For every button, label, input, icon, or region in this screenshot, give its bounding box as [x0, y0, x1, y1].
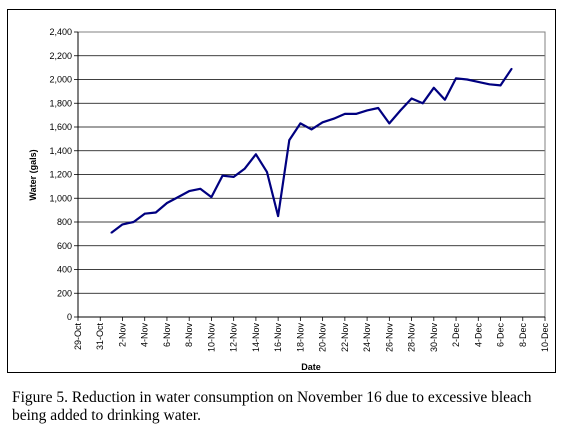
y-tick-label: 1,400 [49, 146, 72, 156]
data-point [399, 109, 402, 112]
data-point [277, 215, 280, 217]
x-tick-label: 30-Nov [429, 323, 439, 353]
data-point [355, 113, 357, 115]
data-point [321, 121, 324, 124]
data-point [366, 109, 368, 112]
x-tick-label: 10-Dec [540, 323, 550, 353]
data-point [299, 122, 302, 125]
data-point [221, 174, 224, 177]
x-tick-label: 14-Nov [251, 323, 261, 353]
x-tick-label: 8-Dec [518, 323, 528, 348]
water-consumption-chart: 0 200 400 600 800 1,000 1,200 1,400 1,600 1,800 2,… [28, 27, 550, 372]
x-tick-label: 6-Nov [162, 323, 172, 348]
y-tick-label: 400 [57, 265, 72, 275]
series-layer [110, 67, 513, 234]
data-point [477, 80, 480, 83]
data-point [421, 102, 424, 105]
data-point [332, 117, 335, 120]
data-point [388, 122, 391, 125]
data-point [121, 223, 124, 226]
data-point [110, 231, 113, 234]
data-point [432, 86, 435, 89]
y-tick-label: 2,000 [49, 75, 72, 85]
data-point [232, 175, 235, 178]
data-point [455, 77, 457, 80]
y-tick-label: 200 [57, 288, 72, 298]
data-point [154, 211, 157, 214]
data-point [177, 196, 179, 198]
gridlines [78, 31, 545, 318]
data-point [243, 167, 246, 170]
data-point [510, 67, 513, 70]
y-tick-label: 800 [57, 217, 72, 227]
data-point [310, 128, 313, 131]
tick-labels: 0 200 400 600 800 1,000 1,200 1,400 1,600 1,800 2,… [49, 27, 550, 352]
data-point [288, 139, 291, 141]
x-tick-label: 12-Nov [229, 323, 239, 353]
x-tick-label: 2-Nov [117, 323, 127, 348]
x-axis-title: Date [301, 362, 321, 372]
x-tick-label: 6-Dec [496, 323, 506, 348]
y-tick-label: 600 [57, 241, 72, 251]
data-point [166, 202, 168, 204]
figure-caption: Figure 5. Reduction in water consumption… [12, 389, 532, 424]
x-tick-label: 24-Nov [362, 323, 372, 353]
x-tick-label: 4-Dec [473, 323, 483, 348]
x-tick-label: 18-Nov [295, 323, 305, 353]
data-point [266, 171, 268, 174]
x-tick-label: 31-Oct [95, 323, 105, 351]
data-point [377, 107, 380, 109]
data-point [199, 187, 202, 190]
x-tick-label: 20-Nov [318, 323, 328, 353]
x-tick-label: 8-Nov [184, 323, 194, 348]
y-tick-label: 2,200 [49, 51, 72, 61]
data-point [343, 113, 346, 115]
y-tick-label: 2,400 [49, 27, 72, 37]
data-point [132, 221, 135, 223]
data-point [499, 84, 502, 87]
data-point [255, 153, 257, 156]
x-tick-label: 22-Nov [340, 323, 350, 353]
data-point [188, 190, 191, 193]
data-point [143, 212, 146, 215]
y-axis-title: Water (gals) [28, 149, 38, 200]
x-tick-label: 28-Nov [407, 323, 417, 353]
data-point [488, 83, 491, 86]
axes [74, 31, 546, 321]
data-point [466, 78, 469, 81]
data-point [410, 97, 413, 100]
y-tick-label: 1,000 [49, 193, 72, 203]
x-tick-label: 2-Dec [451, 323, 461, 348]
x-tick-label: 4-Nov [140, 323, 150, 348]
data-point [210, 196, 213, 198]
x-tick-label: 29-Oct [73, 323, 83, 351]
x-tick-label: 26-Nov [384, 323, 394, 353]
y-tick-label: 1,800 [49, 98, 72, 108]
y-tick-label: 1,600 [49, 122, 72, 132]
x-tick-label: 10-Nov [206, 323, 216, 353]
x-tick-label: 16-Nov [273, 323, 283, 353]
y-tick-label: 1,200 [49, 170, 72, 180]
y-tick-label: 0 [67, 312, 72, 322]
data-point [444, 98, 446, 101]
